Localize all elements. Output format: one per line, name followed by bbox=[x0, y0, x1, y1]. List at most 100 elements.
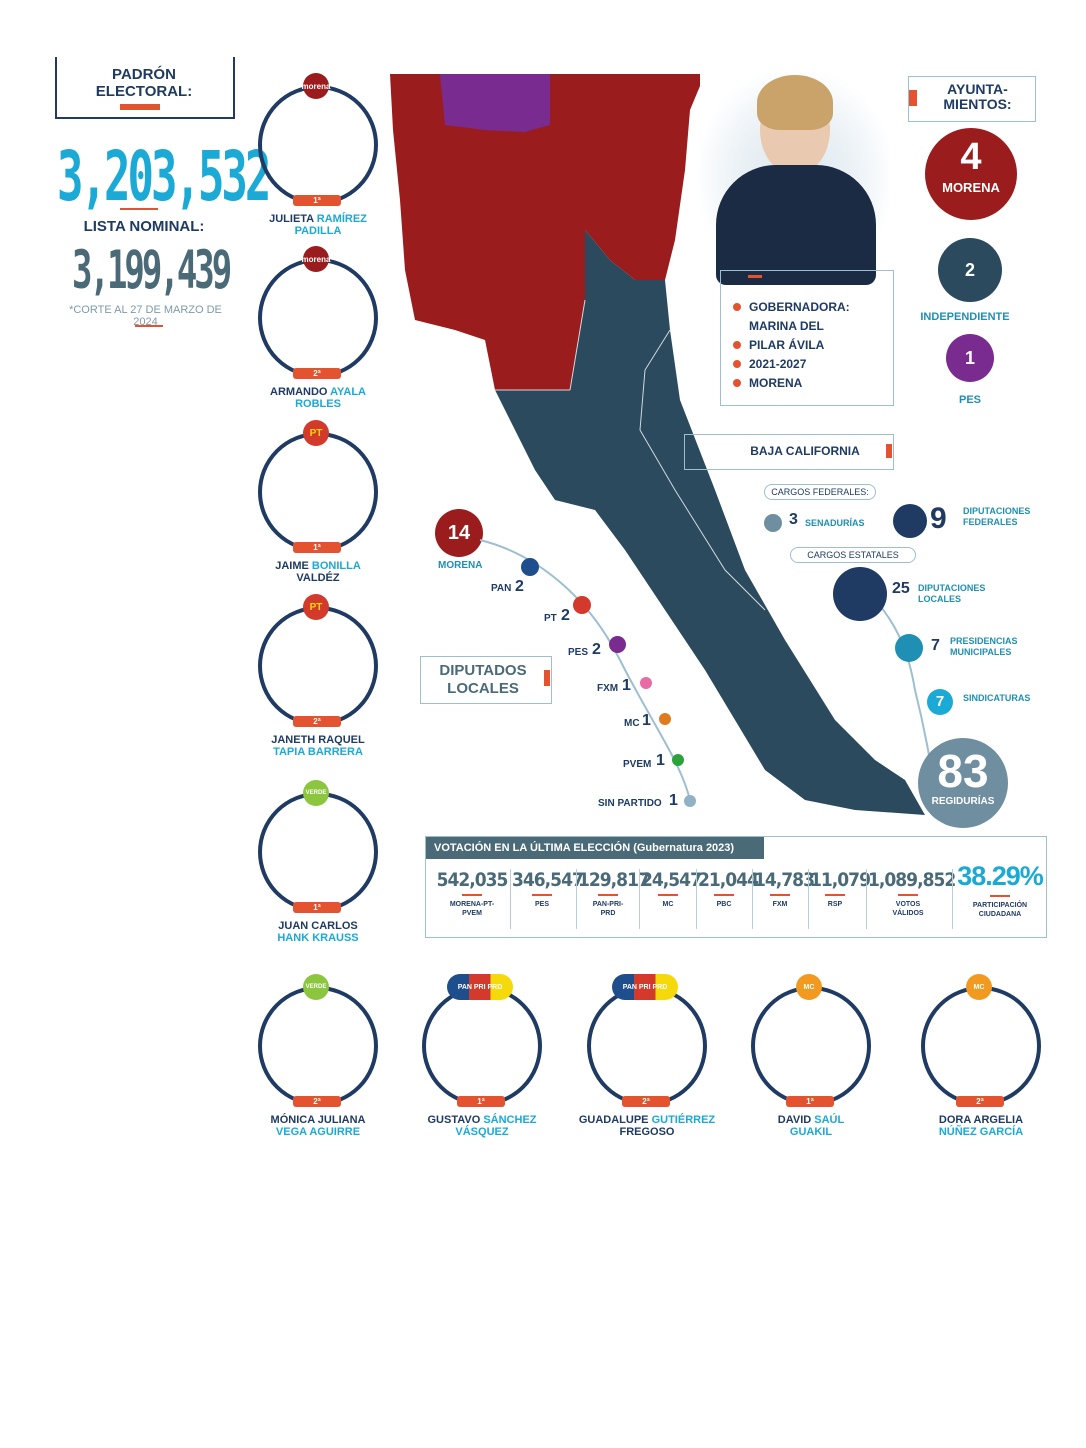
state-label-frame bbox=[684, 434, 894, 470]
lista-value: 3,199,439 bbox=[72, 240, 232, 302]
federales-title: CARGOS FEDERALES: bbox=[764, 484, 876, 500]
governor-frame bbox=[720, 270, 894, 406]
pvem-value: 1 bbox=[656, 752, 665, 769]
governor-name-1: MARINA DEL bbox=[749, 319, 824, 333]
divider bbox=[510, 869, 511, 929]
padron-frame bbox=[55, 57, 235, 119]
formula-tag: 2ª FÓRMULA bbox=[293, 368, 341, 389]
padron-title: PADRÓN ELECTORAL: bbox=[55, 66, 233, 100]
pvem-dot bbox=[672, 754, 684, 766]
pes-value: 2 bbox=[592, 641, 601, 658]
candidate-name: GUADALUPE GUTIÉRREZ FREGOSO bbox=[578, 1114, 716, 1138]
ayuntamientos-independiente-label: INDEPENDIENTE bbox=[920, 311, 1010, 323]
participacion-value: 38.29% bbox=[957, 861, 1044, 891]
accent bbox=[748, 275, 762, 278]
mc-logo-icon: MC bbox=[796, 974, 822, 1000]
diputados-morena-circle: 14 bbox=[435, 509, 483, 557]
governor-hair bbox=[757, 75, 833, 130]
divider bbox=[808, 869, 809, 929]
governor-info: GOBERNADORA: MARINA DEL PILAR ÁVILA 2021… bbox=[733, 298, 850, 393]
pvem-label: PVEM bbox=[623, 759, 652, 770]
regidurias-circle: 83 REGIDURÍAS bbox=[918, 738, 1008, 828]
sindicaturas-dot: 7 bbox=[927, 689, 953, 715]
photo-ring bbox=[422, 986, 542, 1106]
pt-dot bbox=[573, 596, 591, 614]
padron-title-line2: ELECTORAL: bbox=[95, 83, 193, 100]
pes-label: PES bbox=[568, 647, 589, 658]
pt-label: PT bbox=[544, 613, 557, 624]
divider bbox=[639, 869, 640, 929]
governor-term: 2021-2027 bbox=[749, 357, 807, 371]
diputaciones-locales-label: DIPUTACIONES LOCALES bbox=[918, 583, 986, 604]
divider bbox=[696, 869, 697, 929]
governor-body bbox=[716, 165, 876, 285]
candidate-name: DORA ARGELIA NÚÑEZ GARCÍA bbox=[938, 1114, 1024, 1138]
pan-pri-prd-logo-icon: PAN PRI PRD bbox=[612, 974, 678, 1000]
candidate-name: JAIME BONILLA VALDÉZ bbox=[275, 560, 361, 584]
pan-label: PAN bbox=[491, 583, 512, 594]
governor-name-2: PILAR ÁVILA bbox=[749, 338, 825, 352]
formula-tag: 2ª FÓRMULA bbox=[956, 1096, 1004, 1117]
divider bbox=[120, 208, 158, 210]
padron-value: 3,203,532 bbox=[57, 138, 271, 218]
photo-ring bbox=[258, 85, 378, 205]
fxm-label: FXM bbox=[597, 683, 619, 694]
mc-value: 1 bbox=[642, 712, 651, 729]
participacion-col: 38.29% PARTICIPACIÓN CIUDADANA bbox=[957, 861, 1044, 918]
ayuntamientos-frame bbox=[908, 76, 1036, 122]
pes-dot bbox=[609, 636, 626, 653]
votacion-title: VOTACIÓN EN LA ÚLTIMA ELECCIÓN (Gubernat… bbox=[426, 837, 764, 859]
votacion-col: 542,035 MORENA-PT- PVEM bbox=[436, 869, 509, 917]
candidate-name: JUAN CARLOS HANK KRAUSS bbox=[277, 920, 359, 944]
state-label: BAJA CALIFORNIA bbox=[750, 444, 860, 458]
padron-title-line1: PADRÓN bbox=[112, 66, 176, 83]
estatales-title: CARGOS ESTATALES bbox=[790, 547, 916, 563]
votacion-col: 11,079 RSP bbox=[810, 869, 871, 908]
fxm-value: 1 bbox=[622, 677, 631, 694]
divider bbox=[952, 869, 953, 929]
formula-tag: 1ª FÓRMULA bbox=[457, 1096, 505, 1117]
baja-california-map bbox=[390, 74, 925, 815]
ayuntamientos-pes-label: PES bbox=[958, 394, 981, 406]
presidencias-dot bbox=[895, 634, 923, 662]
formula-tag: 2ª FÓRMULA bbox=[622, 1096, 670, 1117]
presidencias-label: PRESIDENCIAS MUNICIPALES bbox=[950, 636, 1018, 657]
morena-logo-icon: morena bbox=[302, 73, 330, 99]
votacion-col: 1,089,852 VOTOS VÁLIDOS bbox=[868, 869, 956, 917]
pt-logo-icon: PT bbox=[303, 420, 329, 446]
sin-partido-value: 1 bbox=[669, 792, 678, 809]
ayuntamientos-pes-circle: 1 bbox=[946, 334, 994, 382]
senadurias-value: 3 bbox=[789, 511, 798, 528]
photo-ring bbox=[258, 606, 378, 726]
photo-ring bbox=[587, 986, 707, 1106]
formula-tag: 1ª FÓRMULA bbox=[293, 195, 341, 216]
candidate-name: JULIETA RAMÍREZ PADILLA bbox=[269, 213, 367, 237]
candidate-name: ARMANDO AYALA ROBLES bbox=[270, 386, 366, 410]
lista-title: LISTA NOMINAL: bbox=[83, 218, 205, 235]
votacion-panel: VOTACIÓN EN LA ÚLTIMA ELECCIÓN (Gubernat… bbox=[425, 836, 1047, 938]
photo-ring bbox=[258, 792, 378, 912]
formula-tag: 2ª FÓRMULA bbox=[293, 716, 341, 737]
formula-tag: 1ª FÓRMULA bbox=[293, 902, 341, 923]
formula-tag: 2ª FÓRMULA bbox=[293, 1096, 341, 1117]
mc-dot bbox=[659, 713, 671, 725]
mc-logo-icon: MC bbox=[966, 974, 992, 1000]
fxm-dot bbox=[640, 677, 652, 689]
sindicaturas-label: SINDICATURAS bbox=[963, 693, 1031, 703]
diputados-locales-title: DIPUTADOS LOCALES bbox=[439, 662, 527, 697]
padron-accent bbox=[120, 104, 160, 110]
divider bbox=[135, 325, 163, 327]
region-independiente bbox=[495, 230, 925, 815]
sin-partido-dot bbox=[684, 795, 696, 807]
diputados-morena-label: MORENA bbox=[438, 560, 483, 571]
photo-ring bbox=[921, 986, 1041, 1106]
candidate-name: DAVID SAÚL GUAKIL bbox=[777, 1114, 845, 1138]
candidate-name: MÓNICA JULIANA VEGA AGUIRRE bbox=[270, 1114, 366, 1138]
morena-logo-icon: morena bbox=[302, 246, 330, 272]
governor-title: GOBERNADORA: bbox=[749, 300, 850, 314]
pt-logo-icon: PT bbox=[303, 594, 329, 620]
diputaciones-federales-value: 9 bbox=[930, 502, 947, 535]
senadurias-dot bbox=[764, 514, 782, 532]
photo-ring bbox=[258, 986, 378, 1106]
divider bbox=[752, 869, 753, 929]
